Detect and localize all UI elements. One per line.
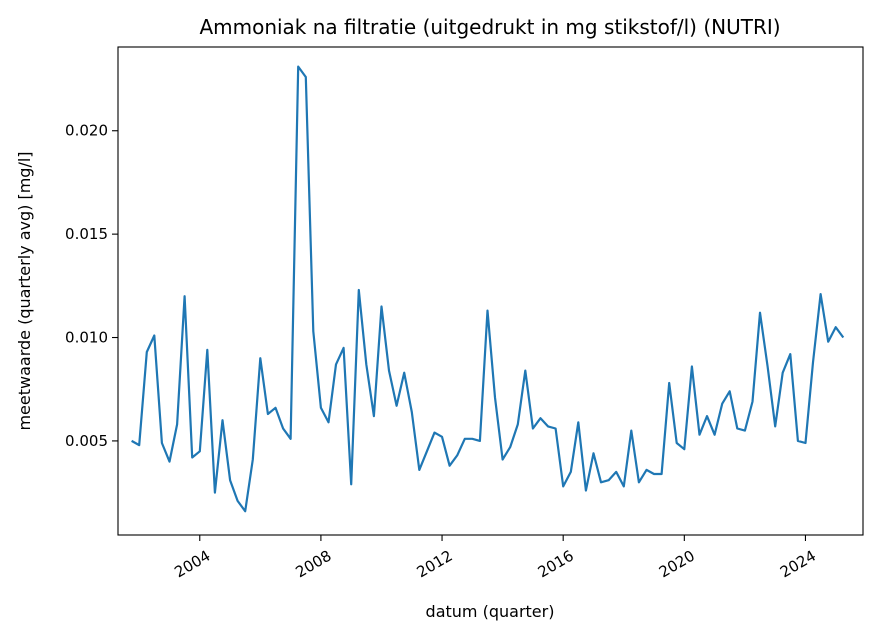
y-tick-label: 0.005 bbox=[65, 432, 108, 450]
x-tick-label: 2020 bbox=[656, 547, 698, 582]
y-tick-label: 0.015 bbox=[65, 225, 108, 243]
x-tick-label: 2012 bbox=[414, 547, 456, 582]
y-axis: 0.005 0.010 0.015 0.020 bbox=[65, 122, 118, 450]
plot-frame bbox=[117, 46, 864, 536]
chart-title: Ammoniak na filtratie (uitgedrukt in mg … bbox=[199, 15, 780, 39]
x-tick-label: 2004 bbox=[171, 547, 213, 582]
y-axis-label: meetwaarde (quarterly avg) [mg/l] bbox=[15, 151, 34, 430]
series-line bbox=[131, 65, 845, 513]
y-tick-label: 0.010 bbox=[65, 329, 108, 347]
x-tick-label: 2024 bbox=[777, 547, 819, 582]
x-axis-label: datum (quarter) bbox=[426, 602, 555, 621]
x-tick-label: 2008 bbox=[292, 547, 334, 582]
x-axis: 2004 2008 2012 2016 2020 2024 bbox=[171, 535, 819, 581]
y-tick-label: 0.020 bbox=[65, 122, 108, 140]
x-tick-label: 2016 bbox=[535, 547, 577, 582]
